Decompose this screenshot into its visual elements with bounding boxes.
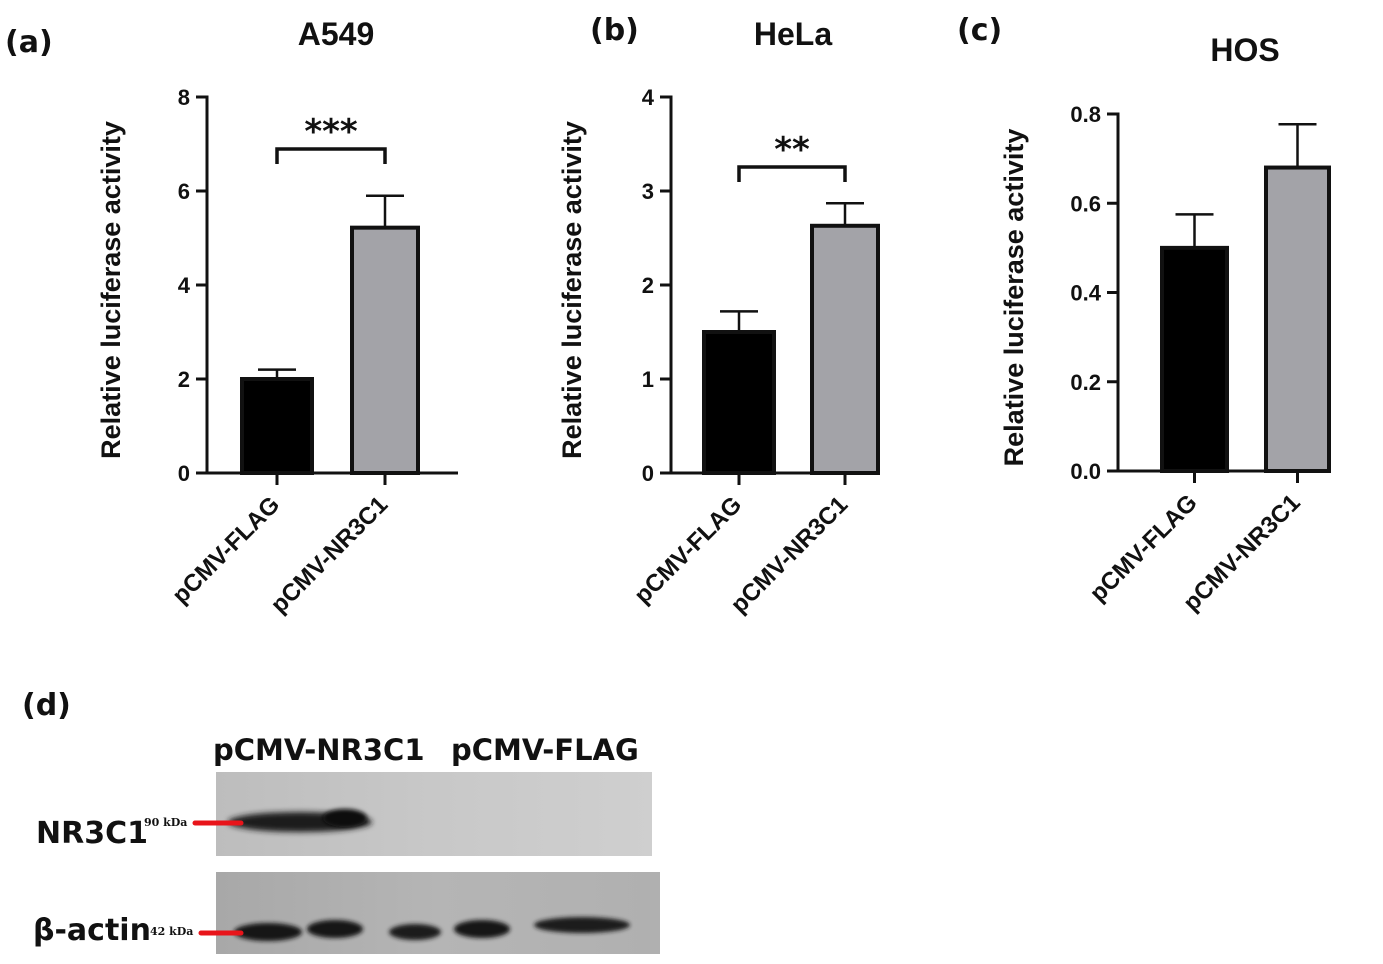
panel-letter: (b) bbox=[590, 13, 639, 48]
significance-label: *** bbox=[304, 112, 358, 152]
row-label-actin: β-actin bbox=[33, 913, 151, 948]
y-tick-label: 2 bbox=[178, 367, 190, 392]
marker-42kda: 42 kDa bbox=[150, 925, 193, 938]
y-tick-label: 0.4 bbox=[1070, 281, 1101, 306]
y-tick-label: 3 bbox=[642, 179, 654, 204]
y-tick-label: 0 bbox=[642, 461, 654, 486]
x-tick-label: pCMV-FLAG bbox=[629, 491, 747, 609]
y-tick-label: 4 bbox=[642, 85, 655, 110]
significance-label: ** bbox=[774, 130, 810, 170]
y-tick-label: 0.8 bbox=[1070, 102, 1101, 127]
nr3c1-band-right bbox=[323, 809, 367, 827]
panel-letter: (a) bbox=[5, 25, 53, 60]
bar-1 bbox=[812, 226, 878, 473]
y-tick-label: 4 bbox=[178, 273, 191, 298]
chart-title: HOS bbox=[1210, 32, 1279, 68]
bar-0 bbox=[242, 379, 312, 473]
chart-hela: (b) HeLa Relative luciferase activity 0 1 2 3 4… bbox=[557, 13, 880, 619]
actin-band-5 bbox=[534, 917, 630, 933]
panel-letter-d: (d) bbox=[22, 688, 71, 723]
lane-label-flag: pCMV-FLAG bbox=[451, 733, 639, 767]
actin-band-3 bbox=[389, 924, 441, 940]
actin-band-2 bbox=[307, 920, 363, 938]
marker-90kda: 90 kDa bbox=[144, 816, 187, 829]
y-tick-label: 1 bbox=[642, 367, 654, 392]
y-tick-label: 2 bbox=[642, 273, 654, 298]
actin-band-1 bbox=[234, 923, 302, 941]
chart-title: A549 bbox=[298, 16, 375, 52]
bar-1 bbox=[1266, 168, 1329, 471]
actin-band-4 bbox=[454, 920, 510, 938]
y-axis-label: Relative luciferase activity bbox=[557, 121, 587, 459]
chart-a549: (a) A549 Relative luciferase activity 0 2 4 6 8… bbox=[5, 16, 458, 619]
y-tick-label: 6 bbox=[178, 179, 190, 204]
y-axis-label: Relative luciferase activity bbox=[96, 121, 126, 459]
x-tick-label: pCMV-FLAG bbox=[167, 491, 285, 609]
y-tick-label: 0 bbox=[178, 461, 190, 486]
chart-hos: (c) HOS Relative luciferase activity 0.0 0.2… bbox=[957, 13, 1331, 617]
bar-0 bbox=[1162, 248, 1227, 471]
row-label-nr3c1: NR3C1 bbox=[36, 816, 148, 851]
chart-title: HeLa bbox=[754, 16, 832, 52]
western-blot-panel: (d) pCMV-NR3C1 pCMV-FLAG NR3C1 90 kDa β-… bbox=[22, 688, 660, 954]
y-tick-label: 0.0 bbox=[1070, 459, 1101, 484]
bar-1 bbox=[352, 228, 418, 473]
y-tick-label: 8 bbox=[178, 85, 190, 110]
y-axis-label: Relative luciferase activity bbox=[999, 129, 1029, 467]
panel-letter: (c) bbox=[957, 13, 1002, 48]
actin-membrane bbox=[216, 872, 660, 954]
y-tick-label: 0.2 bbox=[1070, 370, 1101, 395]
lane-label-nr3c1: pCMV-NR3C1 bbox=[213, 733, 425, 767]
y-tick-label: 0.6 bbox=[1070, 191, 1101, 216]
bar-0 bbox=[704, 332, 774, 473]
